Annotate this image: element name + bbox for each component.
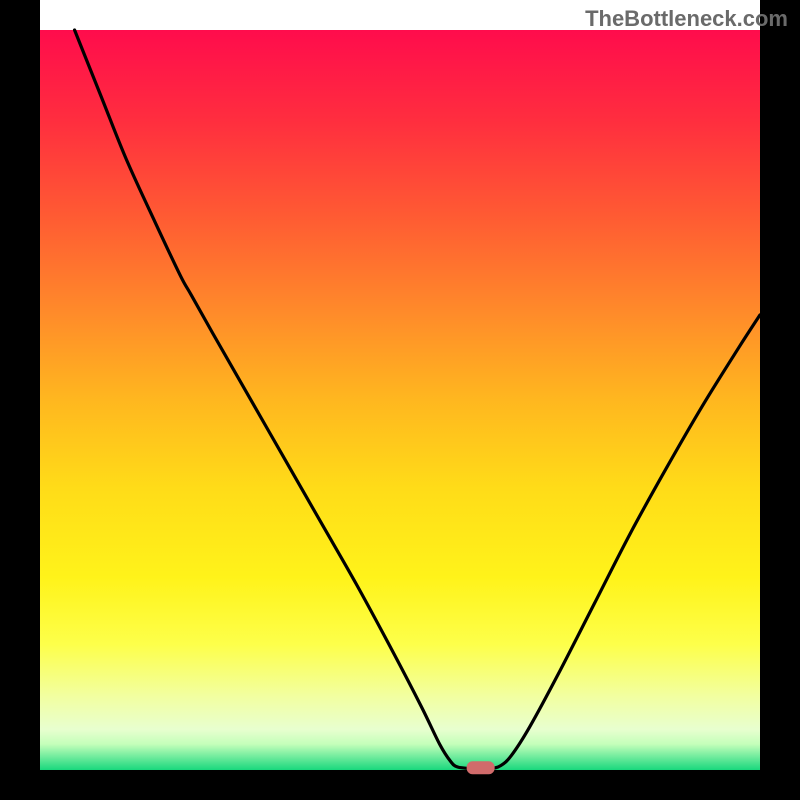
- bottleneck-chart: TheBottleneck.com: [0, 0, 800, 800]
- border-bottom: [0, 770, 800, 800]
- chart-svg: [0, 0, 800, 800]
- border-left: [0, 0, 40, 800]
- watermark-text: TheBottleneck.com: [585, 6, 788, 32]
- optimal-marker: [467, 761, 495, 774]
- border-right: [760, 0, 800, 800]
- gradient-background: [40, 30, 760, 770]
